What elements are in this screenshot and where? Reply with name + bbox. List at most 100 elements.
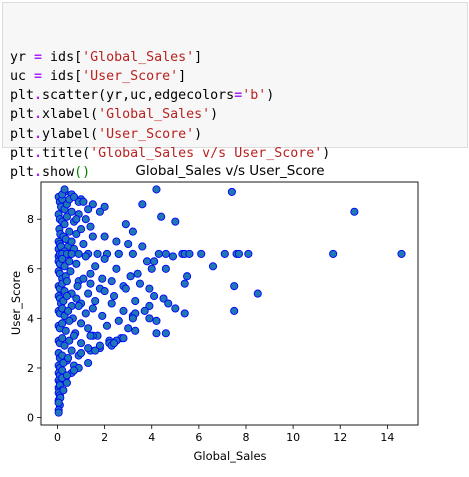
code-token: 'User_Score': [82, 68, 179, 84]
scatter-points: [54, 185, 406, 417]
scatter-point: [121, 220, 130, 229]
scatter-point: [81, 215, 90, 224]
scatter-point: [114, 316, 123, 325]
x-axis: 0 2 4 6 8 10 12 14: [54, 425, 394, 444]
scatter-point: [100, 232, 109, 241]
scatter-point: [164, 299, 173, 308]
scatter-point: [67, 237, 76, 246]
code-token: ]: [178, 68, 187, 84]
scatter-point: [54, 398, 63, 407]
code-token: =: [34, 68, 43, 84]
scatter-point: [84, 289, 93, 298]
scatter-point: [180, 279, 189, 288]
scatter-point: [69, 366, 79, 375]
code-editor[interactable]: yr = ids['Global_Sales'] uc = ids['User_S…: [10, 48, 467, 183]
scatter-point: [161, 264, 170, 273]
code-token: .: [34, 126, 43, 142]
scatter-point: [161, 329, 170, 338]
scatter-point: [329, 249, 338, 258]
scatter-point: [67, 346, 76, 355]
x-tick-label: 6: [195, 431, 202, 444]
scatter-point: [133, 269, 142, 278]
scatter-point: [131, 326, 140, 335]
scatter-point: [86, 331, 95, 340]
scatter-point: [72, 259, 81, 268]
scatter-point: [95, 341, 104, 350]
scatter-point: [119, 334, 128, 343]
scatter-point: [77, 319, 86, 328]
scatter-point: [79, 239, 88, 249]
code-cell[interactable]: yr = ids['Global_Sales'] uc = ids['User_S…: [2, 2, 468, 180]
scatter-point: [135, 279, 145, 288]
scatter-point: [59, 386, 68, 395]
code-token: ): [210, 107, 219, 123]
scatter-point: [124, 239, 133, 249]
scatter-point: [171, 304, 180, 313]
scatter-point: [147, 264, 156, 273]
scatter-point: [100, 202, 109, 211]
scatter-point: [65, 257, 74, 266]
chart-title: Global_Sales v/s User_Score: [135, 163, 324, 179]
scatter-point: [62, 277, 71, 286]
scatter-point: [168, 252, 177, 261]
scatter-point: [67, 207, 76, 216]
scatter-point: [109, 339, 119, 348]
scatter-point: [124, 324, 133, 333]
scatter-point: [58, 334, 67, 343]
scatter-point: [74, 249, 83, 258]
code-token: (): [74, 165, 91, 181]
scatter-point: [152, 316, 161, 325]
scatter-point: [84, 324, 93, 333]
scatter-point: [145, 301, 154, 311]
scatter-point: [79, 274, 88, 283]
scatter-point: [183, 272, 192, 281]
scatter-point: [150, 257, 159, 266]
code-token: ids[: [42, 68, 83, 84]
scatter-point: [77, 349, 86, 358]
x-axis-label: Global_Sales: [193, 449, 266, 463]
scatter-point: [74, 301, 83, 311]
scatter-point: [91, 262, 100, 271]
scatter-point: [62, 371, 71, 380]
code-line: plt.ylabel('User_Score'): [10, 125, 467, 144]
scatter-point: [81, 309, 90, 318]
scatter-point: [64, 306, 73, 315]
scatter-point: [77, 339, 86, 348]
y-tick-label: 0: [27, 412, 34, 425]
code-token: yr: [10, 49, 35, 65]
scatter-point: [128, 227, 137, 236]
scatter-point: [157, 212, 166, 221]
scatter-point: [88, 304, 97, 313]
scatter-point: [72, 294, 81, 303]
code-token: ids[: [42, 49, 83, 65]
scatter-point: [145, 314, 154, 323]
scatter-point: [88, 232, 97, 241]
scatter-point: [86, 279, 95, 288]
scatter-point: [102, 321, 112, 330]
scatter-point: [60, 341, 69, 350]
scatter-point: [69, 331, 79, 340]
scatter-point: [107, 299, 116, 308]
code-token: plt: [10, 146, 35, 162]
code-token: =: [34, 49, 43, 65]
code-line: plt.title('Global_Sales v/s User_Score'): [10, 144, 467, 163]
scatter-point: [93, 249, 102, 258]
scatter-point: [126, 272, 135, 281]
scatter-point: [138, 200, 147, 209]
scatter-chart: Global_Sales v/s User_Score 0 2 4 6 8 10 12 14 …: [9, 163, 419, 463]
code-token: ): [194, 126, 203, 142]
scatter-point: [98, 274, 107, 283]
scatter-point: [107, 277, 116, 286]
scatter-point: [171, 217, 180, 226]
plot-area: [40, 181, 419, 426]
scatter-point: [64, 353, 73, 363]
code-token: ): [322, 146, 331, 162]
code-line: uc = ids['User_Score']: [10, 67, 467, 86]
scatter-point: [109, 292, 119, 301]
scatter-point: [152, 329, 161, 338]
code-token: ]: [194, 49, 203, 65]
code-token: ylabel(: [42, 126, 99, 142]
scatter-point: [197, 249, 206, 258]
scatter-point: [98, 311, 107, 320]
code-token: .: [34, 165, 43, 181]
